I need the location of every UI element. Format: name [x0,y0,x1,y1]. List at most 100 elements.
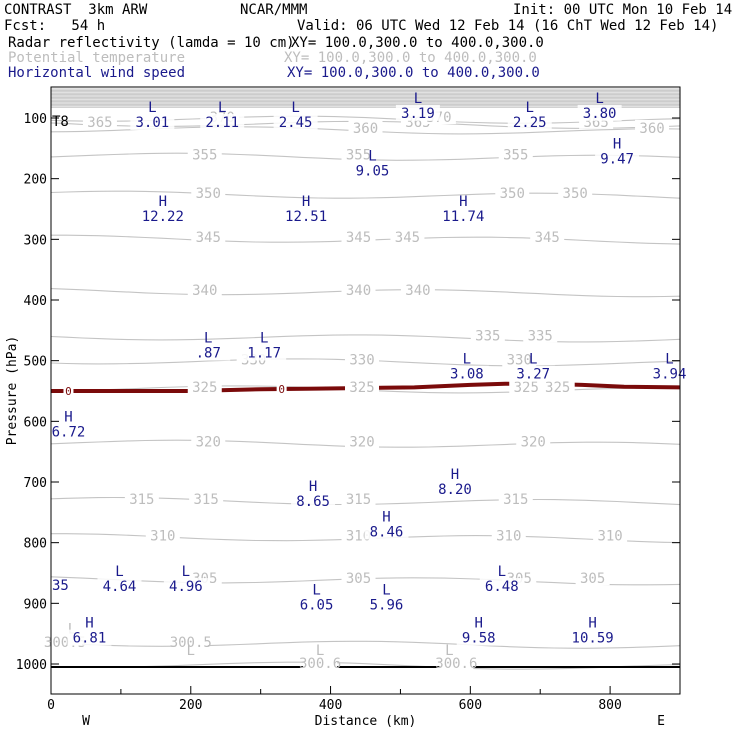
wind-extremum-low-marker: L [368,149,376,165]
theta-label-background [593,527,628,543]
edge-label: T8 [52,114,69,130]
wind-extremum-value: 4.64 [103,579,137,595]
y-tick-label: 900 [24,597,47,612]
wind-label-background [647,365,692,382]
wind-label-background [291,493,336,510]
wind-extremum: H8.65 [291,479,336,510]
wind-extremum-value: 2.45 [279,115,313,131]
theta-label-background [341,570,376,586]
wind-extremum-value: 3.19 [401,106,435,122]
wind-extremum-low-marker: L [115,564,123,580]
wind-extremum-value: 8.46 [370,524,404,540]
y-tick-label: 600 [24,415,47,430]
wind-label-background [432,481,477,497]
wind-extremum-high-marker: H [85,616,93,632]
wind-extremum-value: 10.59 [572,631,614,647]
theta-label-background [491,527,526,543]
wind-extremum-high-marker: H [451,467,459,483]
wind-extremum: H12.51 [284,194,329,225]
theta-label-background [345,433,380,449]
wind-label-background [242,344,287,361]
theta-label-300.5: 300.5 [170,635,212,651]
theta-label-325: 325 [514,380,539,396]
wind-extremum-low-marker: L [498,564,506,580]
wind-label-background [140,208,185,224]
x-axis-label: Distance (km) [315,714,417,729]
theta-label-background [470,327,505,343]
theta-label-340: 340 [192,283,217,299]
theta-label-background [498,146,533,162]
wind-extremum-high-marker: H [613,136,621,152]
wind-label-background [67,629,112,646]
wind-label-background [130,113,175,130]
wind-extremum-value: 3.08 [450,367,484,383]
wind-extremum-low-marker: L [526,100,534,116]
theta-label-background [558,184,593,200]
y-axis-label: Pressure (hPa) [5,336,20,446]
wind-extremum-low-marker: L [665,352,673,368]
wind-label-background [200,113,245,130]
wind-extremum-high-marker: H [64,409,72,425]
theta-label-background [348,119,383,135]
theta-extremum-L: L [316,643,324,659]
wind-extremum-value: 6.72 [52,424,86,440]
x-tick-label: 400 [319,698,342,713]
theta-label-background [187,281,222,297]
x-tick-label: 600 [459,698,482,713]
theta-label-355: 355 [192,148,217,164]
wind-extremum: L5.96 [364,582,409,613]
y-tick-label: 700 [24,476,47,491]
theta-label-345: 345 [196,230,221,246]
wind-extremum-low-marker: L [382,582,390,598]
theta-label-315: 315 [194,492,219,508]
wind-extremum-high-marker: H [302,194,310,210]
theta-label-310: 310 [496,529,521,545]
theta-label-325: 325 [545,380,570,396]
theta-label-360: 360 [353,121,378,137]
wind-label-background [444,365,489,382]
wind-extremum: L1.17 [242,331,287,362]
wind-label-background [364,596,409,613]
theta-label-315: 315 [503,492,528,508]
theta-label-background [82,113,117,129]
y-tick-label: 100 [24,112,47,127]
theta-label-350: 350 [500,186,525,202]
theta-contour-300.6 [51,661,680,670]
wind-extremum: L6.05 [294,582,339,613]
theta-label-background [540,378,575,394]
theta-label-320: 320 [349,435,374,451]
wind-extremum-low-marker: L [204,331,212,347]
theta-label-335: 335 [475,328,500,344]
wind-extremum-value: 3.94 [653,367,687,383]
wind-extremum: L2.45 [273,100,318,131]
wind-extremum: L4.96 [163,564,208,595]
theta-label-345: 345 [346,230,371,246]
wind-label-background [350,162,395,179]
field-wind-name: Horizontal wind speed [8,65,186,81]
theta-label-background [502,351,537,367]
wind-extremum: L2.25 [507,100,552,131]
freezing-label-background [276,382,287,395]
theta-label-background [124,491,159,507]
wind-extremum-value: 6.05 [300,597,334,613]
theta-label-315: 315 [129,492,154,508]
wind-extremum-value: 8.65 [296,494,330,510]
wind-extremum-high-marker: H [382,509,390,525]
wind-extremum: L6.48 [479,564,524,595]
theta-label-background [341,146,376,162]
wind-extremum-value: 1.17 [247,346,281,362]
wind-extremum-low-marker: L [312,582,320,598]
field-reflectivity-name: Radar reflectivity (lamda = 10 cm) [8,35,295,51]
wind-extremum-high-marker: H [459,194,467,210]
init-time: Init: 00 UTC Mon 10 Feb 14 [513,2,733,18]
wind-extremum: H8.20 [432,467,477,498]
wind-extremum-high-marker: H [309,479,317,495]
wind-extremum-value: 9.58 [462,631,496,647]
theta-label-345: 345 [395,230,420,246]
theta-label-background [400,281,435,297]
freezing-level-label: 0 [65,385,72,398]
wind-label-background [97,578,142,595]
west-label: W [82,714,90,729]
valid-time: Valid: 06 UTC Wed 12 Feb 14 (16 ChT Wed … [297,18,719,34]
